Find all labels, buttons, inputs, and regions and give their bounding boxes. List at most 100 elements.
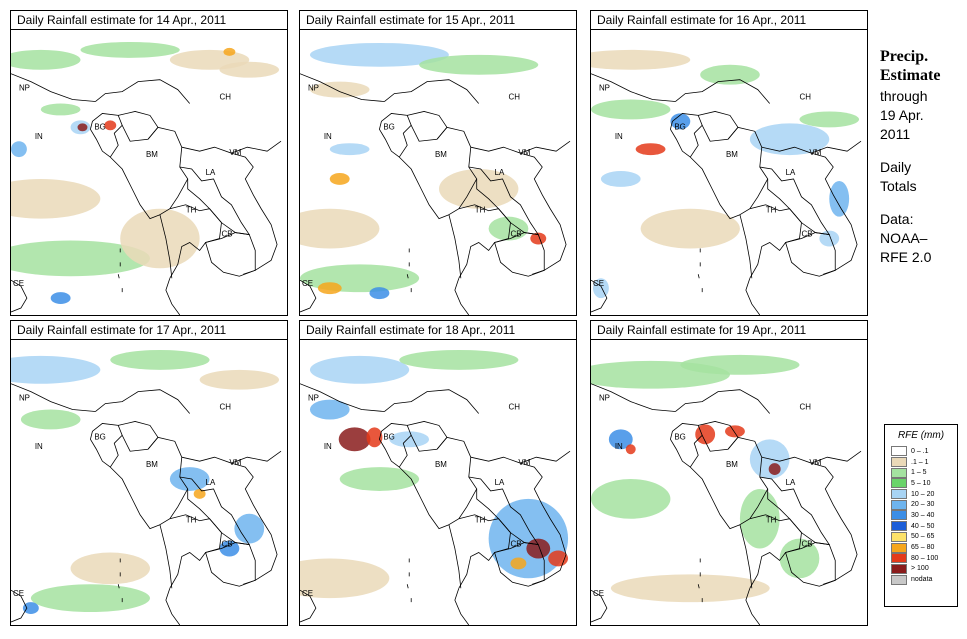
label-vm: VM [518, 148, 530, 157]
rain-cell [366, 427, 383, 448]
label-bg: BG [383, 432, 394, 441]
label-in: IN [324, 132, 332, 141]
rainfall-field [300, 42, 547, 300]
rainfall-map: NP CH IN BG BM VM LA TH CB CE [299, 29, 577, 316]
country-borders [591, 383, 862, 625]
india-east-border [698, 111, 739, 142]
vietnam-border [811, 152, 858, 275]
rain-cell [40, 103, 81, 116]
label-ce: CE [593, 589, 604, 598]
legend-row: 30 – 40 [891, 510, 957, 521]
rain-cell [234, 513, 265, 544]
malay-peninsula [454, 588, 470, 625]
label-cb: CB [801, 540, 812, 549]
label-ch: CH [219, 93, 231, 102]
caption-source: NOAA– [880, 230, 928, 246]
rain-cell [309, 355, 410, 384]
burma-border [436, 126, 478, 279]
label-ce: CE [302, 589, 313, 598]
label-vm: VM [518, 458, 530, 467]
rain-cell [488, 216, 529, 241]
legend-swatch [891, 553, 907, 564]
rain-cell [670, 113, 691, 130]
legend-label: 40 – 50 [911, 522, 935, 530]
burma-west-coast [689, 156, 741, 220]
label-bm: BM [146, 150, 158, 159]
burma-west-coast [398, 466, 450, 530]
rain-cell [488, 498, 569, 579]
india-china-border [384, 79, 480, 104]
rain-cell [608, 429, 633, 450]
panel-title: Daily Rainfall estimate for 17 Apr., 201… [10, 320, 288, 340]
legend-label: 0 – .1 [911, 447, 929, 455]
legend: RFE (mm) 0 – .1 .1 – 1 1 – 5 5 – 10 10 – 20 2… [884, 424, 958, 607]
rain-cell [11, 49, 81, 70]
caption-heading: Precip. [880, 48, 929, 65]
label-bg: BG [94, 432, 105, 441]
vietnam-border [520, 462, 567, 585]
rain-cell [70, 552, 150, 585]
rain-cell [591, 99, 671, 120]
laos-border [179, 476, 251, 546]
label-bm: BM [435, 150, 447, 159]
label-bm: BM [726, 460, 738, 469]
label-ch: CH [508, 93, 520, 102]
rain-cell [219, 540, 240, 557]
label-ch: CH [799, 403, 811, 412]
label-vm: VM [809, 458, 821, 467]
label-ce: CE [13, 589, 24, 598]
country-borders [11, 383, 282, 625]
rainfall-panel-1: Daily Rainfall estimate for 14 Apr., 201… [10, 10, 292, 316]
burma-border [436, 436, 478, 589]
malay-peninsula [454, 278, 470, 315]
rain-cell [526, 538, 551, 559]
rain-cell [768, 463, 781, 476]
rain-cell [592, 278, 609, 299]
legend-label: > 100 [911, 565, 929, 573]
india-china-border [675, 389, 771, 414]
caption-product: RFE 2.0 [880, 249, 932, 265]
rain-cell [725, 425, 745, 438]
label-cb: CB [801, 230, 812, 239]
bangladesh-border [669, 423, 703, 468]
label-in: IN [615, 442, 623, 451]
rain-cell [510, 557, 527, 570]
rainfall-panel-5: Daily Rainfall estimate for 18 Apr., 201… [299, 320, 581, 626]
label-bg: BG [674, 432, 685, 441]
india-china-border [384, 389, 480, 414]
caption-year: 2011 [880, 126, 911, 142]
island-chain [117, 558, 123, 603]
rainfall-field [11, 41, 280, 305]
label-ce: CE [593, 279, 604, 288]
india-east-border [118, 111, 159, 142]
country-borders [591, 73, 862, 315]
rain-cell [317, 282, 342, 295]
label-th: TH [186, 516, 197, 525]
rain-cell [77, 123, 88, 132]
rain-cell [329, 143, 370, 156]
legend-row: 50 – 65 [891, 531, 957, 543]
rain-cell [625, 444, 636, 455]
rain-cell [338, 427, 371, 452]
burma-west-coast [109, 466, 161, 530]
legend-label: 10 – 20 [911, 490, 935, 498]
legend-swatch [891, 478, 907, 489]
sri-lanka-coast [591, 589, 608, 623]
bangladesh-border [89, 113, 123, 158]
rain-cell [300, 208, 380, 249]
caption-heading-2: Estimate [880, 67, 941, 84]
rain-cell [680, 354, 800, 375]
label-in: IN [35, 442, 43, 451]
laos-border [759, 476, 831, 546]
rain-cell [700, 64, 760, 85]
rain-cell [779, 538, 820, 579]
panel-title: Daily Rainfall estimate for 16 Apr., 201… [590, 10, 868, 30]
legend-label: 80 – 100 [911, 554, 939, 562]
bangladesh-border [378, 113, 412, 158]
rain-cell [600, 171, 641, 187]
rain-cell [20, 409, 81, 430]
label-th: TH [475, 206, 486, 215]
legend-label: .1 – 1 [911, 458, 929, 466]
burma-west-coast [689, 466, 741, 530]
rain-cell [329, 172, 350, 185]
